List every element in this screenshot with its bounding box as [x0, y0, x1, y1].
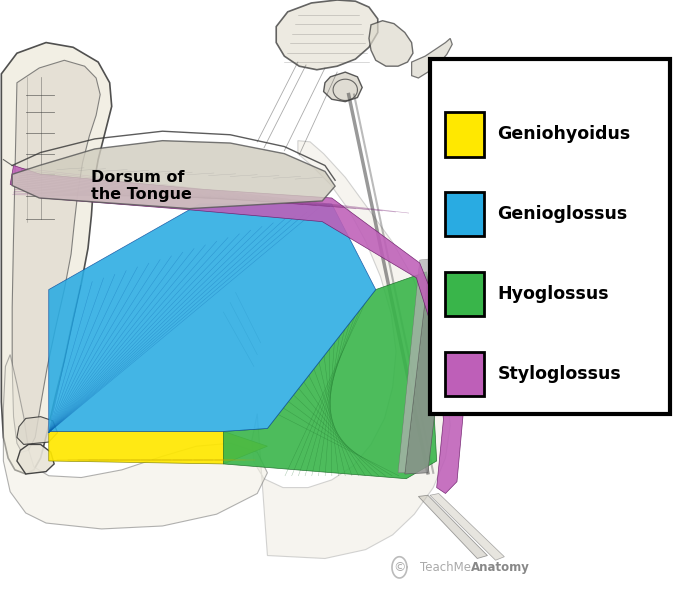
- Polygon shape: [17, 417, 58, 444]
- Text: Anatomy: Anatomy: [471, 561, 529, 574]
- Text: TeachMe: TeachMe: [420, 561, 471, 574]
- Text: Hyoglossus: Hyoglossus: [498, 285, 609, 303]
- Text: Styloglossus: Styloglossus: [498, 365, 621, 383]
- Polygon shape: [3, 355, 267, 529]
- Polygon shape: [12, 60, 100, 452]
- Text: ©: ©: [393, 561, 406, 574]
- Polygon shape: [418, 495, 487, 558]
- Polygon shape: [49, 204, 376, 431]
- Polygon shape: [412, 38, 452, 78]
- Polygon shape: [252, 141, 450, 558]
- Polygon shape: [324, 72, 362, 102]
- Polygon shape: [430, 493, 504, 560]
- Polygon shape: [369, 21, 413, 66]
- Polygon shape: [276, 0, 378, 70]
- Polygon shape: [223, 272, 437, 479]
- Polygon shape: [49, 431, 267, 464]
- Polygon shape: [398, 259, 430, 473]
- Text: Geniohyoidus: Geniohyoidus: [498, 125, 631, 144]
- Text: Genioglossus: Genioglossus: [498, 205, 628, 223]
- FancyBboxPatch shape: [445, 352, 484, 396]
- Polygon shape: [10, 165, 464, 493]
- FancyBboxPatch shape: [445, 272, 484, 316]
- FancyBboxPatch shape: [445, 112, 484, 157]
- Polygon shape: [1, 43, 112, 474]
- FancyBboxPatch shape: [445, 192, 484, 236]
- Polygon shape: [405, 259, 452, 474]
- Text: Dorsum of
the Tongue: Dorsum of the Tongue: [91, 170, 192, 202]
- Polygon shape: [12, 141, 335, 209]
- FancyBboxPatch shape: [430, 59, 670, 414]
- Polygon shape: [17, 444, 54, 474]
